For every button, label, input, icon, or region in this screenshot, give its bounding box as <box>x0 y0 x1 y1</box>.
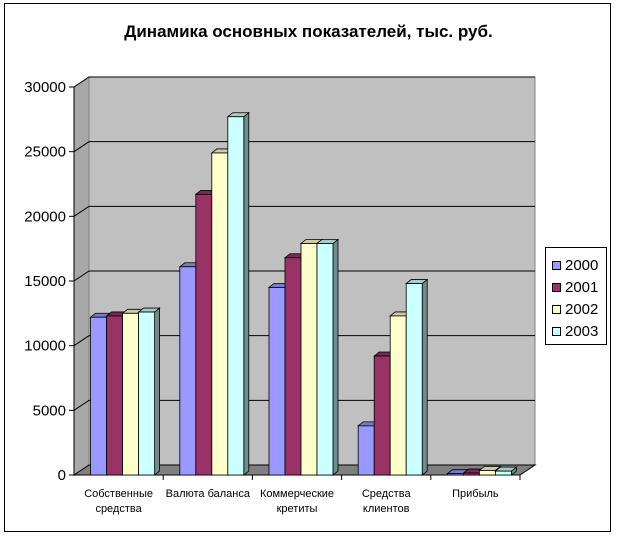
legend-item: 2000 <box>552 254 606 276</box>
bar-2003 <box>405 278 429 476</box>
x-tick-label: Средства <box>362 488 412 500</box>
bar-side <box>332 238 339 476</box>
legend-label: 2001 <box>565 278 599 296</box>
bar-front <box>138 311 156 476</box>
x-tick-label: Собственные <box>84 488 153 500</box>
legend-swatch <box>552 260 561 270</box>
gridline <box>73 76 535 88</box>
y-tick-label: 0 <box>58 467 66 484</box>
y-tick-label: 5000 <box>33 402 66 419</box>
bar-front <box>90 316 107 476</box>
chart-legend: 2000 2001 2002 2003 <box>545 247 607 345</box>
bar-front <box>357 425 375 476</box>
legend-label: 2000 <box>565 256 599 274</box>
bar-side <box>243 111 250 476</box>
bar-front <box>122 312 139 476</box>
bar-front <box>316 243 334 476</box>
bar-side <box>154 307 161 476</box>
bar-front <box>227 116 245 476</box>
bar-front <box>405 283 423 476</box>
bar-2003 <box>494 466 518 476</box>
bar-front <box>211 152 229 476</box>
bar-2003 <box>226 111 250 476</box>
legend-item: 2002 <box>552 298 606 320</box>
x-tick-label: средства <box>95 503 142 515</box>
bar-front <box>389 315 407 476</box>
bar-front <box>373 355 391 476</box>
y-tick-label: 20000 <box>24 208 66 225</box>
chart-title: Динамика основных показателей, тыс. руб. <box>124 22 493 41</box>
legend-swatch <box>552 304 561 314</box>
legend-label: 2003 <box>565 322 599 340</box>
y-tick-label: 25000 <box>24 144 66 161</box>
y-tick-label: 15000 <box>24 273 66 290</box>
bar-front <box>300 243 318 476</box>
legend-item: 2003 <box>552 320 606 342</box>
bar-front <box>446 473 464 476</box>
x-tick-label: Коммерческие <box>260 488 334 500</box>
legend-swatch <box>552 282 561 292</box>
bar-front <box>268 287 286 476</box>
gridline <box>73 141 535 153</box>
x-tick-label: Прибыль <box>452 488 499 500</box>
gridline <box>73 270 535 282</box>
legend-swatch <box>552 326 561 336</box>
gridline <box>73 335 535 347</box>
bar-front <box>462 472 480 476</box>
legend-item: 2001 <box>552 276 606 298</box>
bar-front <box>106 315 123 476</box>
gridline <box>73 205 535 217</box>
bar-2003 <box>137 307 161 476</box>
y-tick-label: 10000 <box>24 338 66 355</box>
x-tick-label: клиентов <box>363 503 410 515</box>
legend-label: 2002 <box>565 300 599 318</box>
x-tick-label: Валюта баланса <box>166 488 251 500</box>
x-tick-label: кретиты <box>277 503 318 515</box>
bar-side <box>421 278 428 476</box>
bar-front <box>195 193 213 476</box>
y-tick-label: 30000 <box>24 79 66 96</box>
bar-front <box>284 257 302 476</box>
bar-front <box>494 470 512 476</box>
bar-2003 <box>315 238 340 476</box>
bar-front <box>478 470 496 476</box>
bar-front <box>179 266 197 476</box>
